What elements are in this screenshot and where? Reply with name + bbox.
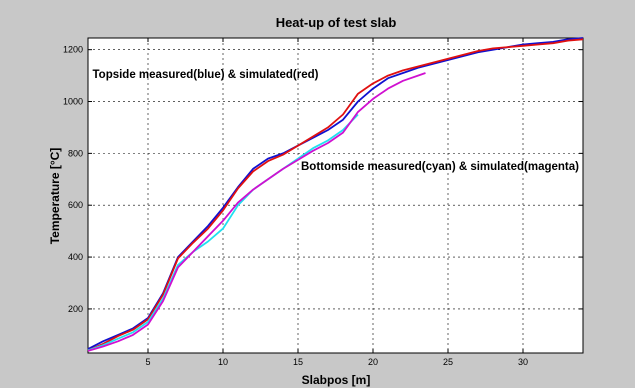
plot-area <box>87 37 584 354</box>
x-tick-label: 30 <box>518 357 528 367</box>
y-tick-label: 200 <box>68 304 83 314</box>
y-tick-label: 1200 <box>63 45 83 55</box>
y-tick-label: 1000 <box>63 97 83 107</box>
annotation-2: Bottomside measured(cyan) & simulated(ma… <box>301 161 579 173</box>
x-axis-label: Slabpos [m] <box>302 373 371 387</box>
y-tick-label: 600 <box>68 200 83 210</box>
annotations: Topside measured(blue) & simulated(red) B… <box>93 69 580 173</box>
x-tick-label: 20 <box>368 357 378 367</box>
x-tick-label: 10 <box>218 357 228 367</box>
y-axis-label: Temperature [°C] <box>48 148 62 245</box>
series-line-2 <box>87 38 584 352</box>
series-lines <box>87 37 584 352</box>
y-tick-label: 800 <box>68 148 83 158</box>
x-tick-label: 15 <box>293 357 303 367</box>
chart-title: Heat-up of test slab <box>276 15 397 30</box>
annotation-1: Topside measured(blue) & simulated(red) <box>93 69 319 81</box>
x-tick-label: 25 <box>443 357 453 367</box>
series-line-4 <box>87 72 426 352</box>
axis-ticks: 5 10 15 20 25 30 200 400 600 800 1000 1200 <box>63 38 583 367</box>
y-tick-label: 400 <box>68 252 83 262</box>
x-tick-label: 5 <box>145 357 150 367</box>
series-line-3 <box>87 113 359 352</box>
